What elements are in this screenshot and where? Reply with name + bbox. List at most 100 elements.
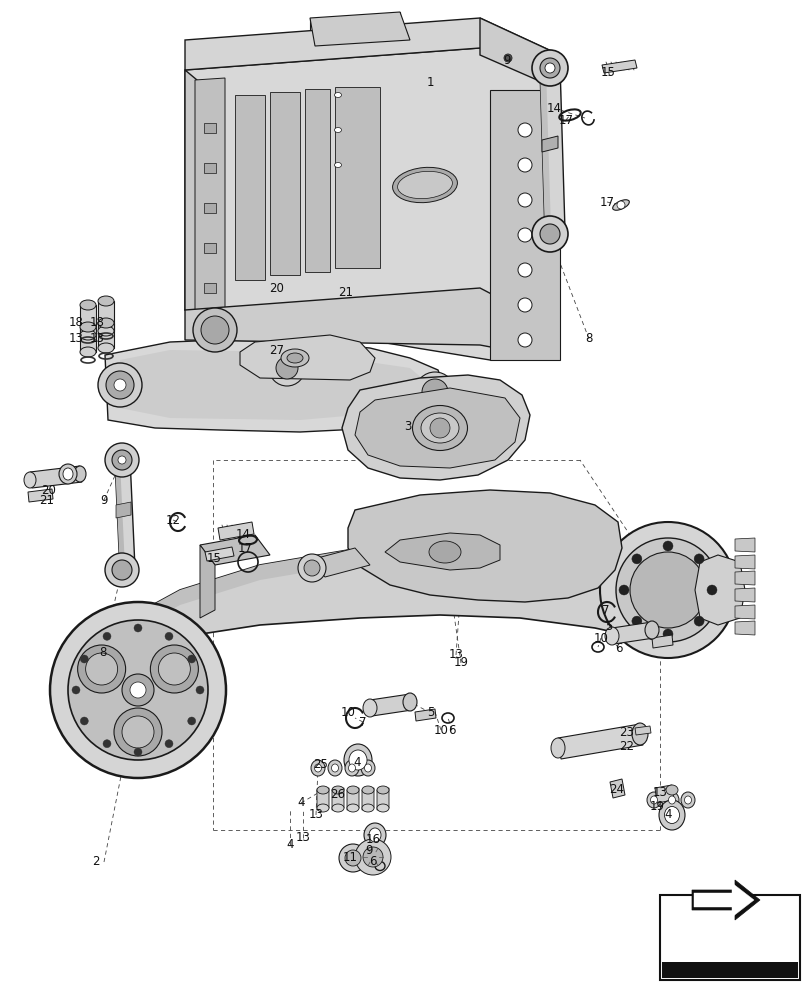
Text: 11: 11 — [342, 851, 357, 864]
Ellipse shape — [98, 318, 114, 328]
Circle shape — [118, 456, 126, 464]
Ellipse shape — [397, 171, 452, 199]
Text: 20: 20 — [41, 484, 57, 496]
Ellipse shape — [332, 786, 344, 794]
Ellipse shape — [98, 326, 114, 336]
Text: 16: 16 — [365, 833, 380, 846]
Polygon shape — [541, 136, 557, 152]
Circle shape — [599, 522, 735, 658]
Circle shape — [78, 645, 126, 693]
Ellipse shape — [361, 760, 375, 776]
Text: 2: 2 — [92, 855, 100, 868]
Ellipse shape — [74, 466, 86, 482]
Ellipse shape — [334, 128, 341, 133]
Ellipse shape — [334, 163, 341, 168]
Text: 23: 23 — [619, 726, 633, 738]
Circle shape — [616, 201, 624, 209]
Text: 12: 12 — [165, 514, 180, 526]
Ellipse shape — [314, 764, 321, 772]
Ellipse shape — [334, 93, 341, 98]
Polygon shape — [305, 89, 329, 272]
Circle shape — [80, 717, 88, 725]
Bar — [204, 203, 216, 213]
Ellipse shape — [98, 296, 114, 306]
Polygon shape — [125, 545, 460, 635]
Text: 10: 10 — [593, 632, 607, 645]
Text: 17: 17 — [237, 542, 252, 554]
Polygon shape — [654, 785, 673, 803]
Ellipse shape — [646, 792, 660, 808]
Polygon shape — [479, 18, 560, 90]
Polygon shape — [115, 458, 135, 572]
Text: 17: 17 — [558, 114, 573, 127]
Text: 1: 1 — [426, 76, 433, 89]
Polygon shape — [734, 538, 754, 552]
Ellipse shape — [80, 330, 96, 340]
Text: 24: 24 — [609, 783, 624, 796]
Ellipse shape — [80, 347, 96, 357]
Text: 27: 27 — [269, 344, 284, 357]
Circle shape — [134, 624, 142, 632]
Ellipse shape — [59, 464, 77, 484]
Polygon shape — [734, 555, 754, 569]
Circle shape — [103, 740, 111, 748]
Polygon shape — [341, 375, 530, 480]
Circle shape — [122, 716, 154, 748]
Text: 4: 4 — [663, 808, 671, 821]
Polygon shape — [240, 335, 375, 380]
Polygon shape — [30, 466, 82, 488]
Polygon shape — [651, 635, 672, 648]
Polygon shape — [195, 78, 225, 312]
Circle shape — [298, 554, 325, 582]
Circle shape — [158, 653, 190, 685]
Text: 8: 8 — [99, 646, 106, 658]
Polygon shape — [310, 548, 370, 577]
Polygon shape — [98, 301, 114, 331]
Ellipse shape — [362, 804, 374, 812]
Circle shape — [517, 333, 531, 347]
Text: 6: 6 — [369, 855, 376, 868]
Polygon shape — [634, 726, 650, 735]
Ellipse shape — [362, 786, 374, 794]
Ellipse shape — [402, 693, 417, 711]
Ellipse shape — [63, 468, 73, 480]
Text: 6: 6 — [448, 724, 455, 736]
Polygon shape — [185, 18, 560, 85]
Ellipse shape — [331, 764, 338, 772]
Circle shape — [663, 629, 672, 639]
Circle shape — [187, 717, 195, 725]
Polygon shape — [204, 547, 234, 561]
Text: 17: 17 — [599, 196, 614, 209]
Circle shape — [268, 350, 305, 386]
Text: 4: 4 — [353, 756, 360, 768]
Text: 13: 13 — [652, 786, 667, 799]
Circle shape — [618, 585, 629, 595]
Circle shape — [50, 602, 225, 778]
Ellipse shape — [659, 800, 684, 830]
Circle shape — [517, 123, 531, 137]
Text: 18: 18 — [68, 316, 84, 328]
Polygon shape — [270, 92, 299, 275]
Ellipse shape — [392, 167, 457, 203]
Text: 14: 14 — [235, 528, 250, 542]
Circle shape — [517, 298, 531, 312]
Text: 6: 6 — [615, 642, 622, 654]
Circle shape — [105, 553, 139, 587]
Ellipse shape — [612, 200, 629, 210]
Ellipse shape — [664, 792, 678, 808]
Polygon shape — [125, 545, 719, 658]
Text: 10: 10 — [433, 724, 448, 736]
Ellipse shape — [80, 300, 96, 310]
Ellipse shape — [368, 828, 380, 842]
Circle shape — [693, 554, 703, 564]
Circle shape — [80, 655, 88, 663]
Circle shape — [629, 552, 705, 628]
Polygon shape — [601, 60, 636, 73]
Circle shape — [114, 379, 126, 391]
Text: 20: 20 — [269, 282, 284, 294]
Circle shape — [345, 850, 361, 866]
Text: 26: 26 — [330, 788, 345, 801]
Ellipse shape — [364, 764, 371, 772]
Text: 25: 25 — [313, 758, 328, 772]
Ellipse shape — [332, 804, 344, 812]
